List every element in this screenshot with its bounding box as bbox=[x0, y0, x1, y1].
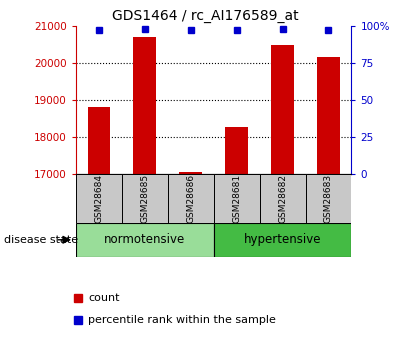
Text: GSM28686: GSM28686 bbox=[186, 174, 195, 223]
Bar bbox=[76, 174, 122, 223]
Bar bbox=[88, 107, 111, 174]
Text: GSM28682: GSM28682 bbox=[278, 174, 287, 223]
Bar bbox=[214, 174, 260, 223]
Bar bbox=[271, 45, 294, 174]
Bar bbox=[225, 127, 248, 174]
Bar bbox=[305, 174, 351, 223]
Text: GSM28684: GSM28684 bbox=[95, 174, 104, 223]
Bar bbox=[179, 172, 202, 174]
Bar bbox=[168, 174, 214, 223]
Bar bbox=[317, 57, 340, 174]
Text: hypertensive: hypertensive bbox=[244, 233, 321, 246]
Text: normotensive: normotensive bbox=[104, 233, 185, 246]
Bar bbox=[260, 174, 305, 223]
Text: count: count bbox=[88, 294, 120, 303]
Bar bbox=[76, 223, 214, 257]
Bar bbox=[134, 37, 156, 174]
Text: GDS1464 / rc_AI176589_at: GDS1464 / rc_AI176589_at bbox=[112, 9, 299, 23]
Text: GSM28685: GSM28685 bbox=[141, 174, 149, 223]
Bar bbox=[122, 174, 168, 223]
Text: disease state: disease state bbox=[4, 235, 78, 245]
Text: GSM28683: GSM28683 bbox=[324, 174, 333, 223]
Bar bbox=[214, 223, 351, 257]
Text: GSM28681: GSM28681 bbox=[232, 174, 241, 223]
Text: percentile rank within the sample: percentile rank within the sample bbox=[88, 315, 276, 325]
